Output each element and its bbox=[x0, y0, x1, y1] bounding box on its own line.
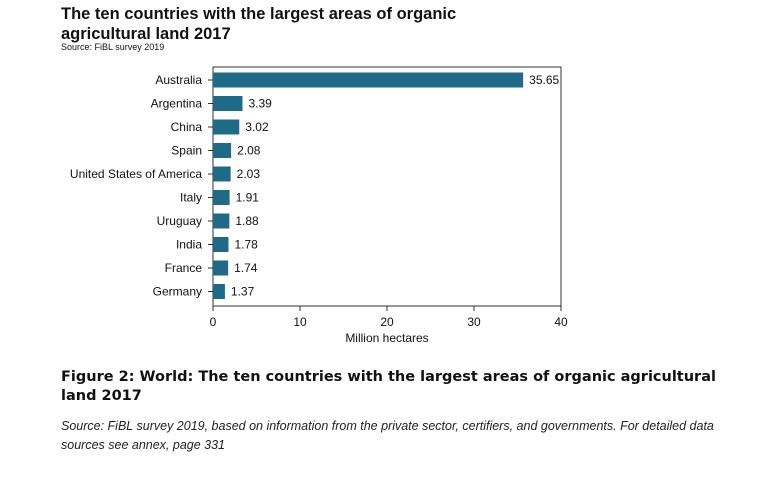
bar bbox=[213, 284, 225, 299]
bar bbox=[213, 166, 231, 182]
data-label: 3.39 bbox=[248, 97, 272, 111]
figure-source-note: Source: FiBL survey 2019, based on infor… bbox=[61, 419, 714, 452]
x-tick-label: 20 bbox=[380, 315, 394, 329]
bar bbox=[213, 96, 243, 111]
data-label: 1.74 bbox=[234, 261, 258, 275]
chart-source-line: Source: FiBL survey 2019 bbox=[61, 42, 165, 52]
data-label: 2.08 bbox=[237, 144, 261, 158]
category-label: France bbox=[165, 261, 203, 275]
figure-caption: Figure 2: World: The ten countries with … bbox=[61, 369, 716, 404]
category-label: Spain bbox=[171, 144, 202, 158]
bar bbox=[213, 143, 232, 158]
chart-title: The ten countries with the largest areas… bbox=[61, 5, 457, 43]
bar bbox=[213, 260, 229, 276]
data-label: 2.03 bbox=[237, 167, 261, 181]
category-label: United States of America bbox=[70, 167, 202, 181]
data-label: 3.02 bbox=[245, 120, 269, 134]
bar bbox=[213, 213, 230, 229]
x-tick-label: 0 bbox=[210, 315, 217, 329]
category-label: Argentina bbox=[151, 97, 203, 111]
category-label: Germany bbox=[153, 285, 202, 299]
data-label: 35.65 bbox=[529, 73, 559, 87]
data-label: 1.88 bbox=[235, 214, 259, 228]
category-label: Italy bbox=[180, 191, 202, 205]
x-tick-label: 30 bbox=[467, 315, 481, 329]
bar bbox=[213, 72, 524, 88]
x-axis-label: Million hectares bbox=[345, 331, 428, 345]
x-tick-label: 10 bbox=[293, 315, 307, 329]
category-label: Uruguay bbox=[157, 214, 202, 228]
bar bbox=[213, 190, 230, 205]
data-label: 1.91 bbox=[236, 191, 260, 205]
data-label: 1.78 bbox=[234, 238, 258, 252]
bar bbox=[213, 119, 240, 135]
x-tick-label: 40 bbox=[554, 315, 568, 329]
category-label: India bbox=[176, 238, 202, 252]
category-label: China bbox=[171, 120, 203, 134]
bar-chart: Australia 35.65 Argentina 3.39 China 3.02 Spai… bbox=[70, 66, 568, 345]
bar bbox=[213, 237, 229, 252]
data-label: 1.37 bbox=[231, 285, 255, 299]
category-label: Australia bbox=[155, 73, 202, 87]
